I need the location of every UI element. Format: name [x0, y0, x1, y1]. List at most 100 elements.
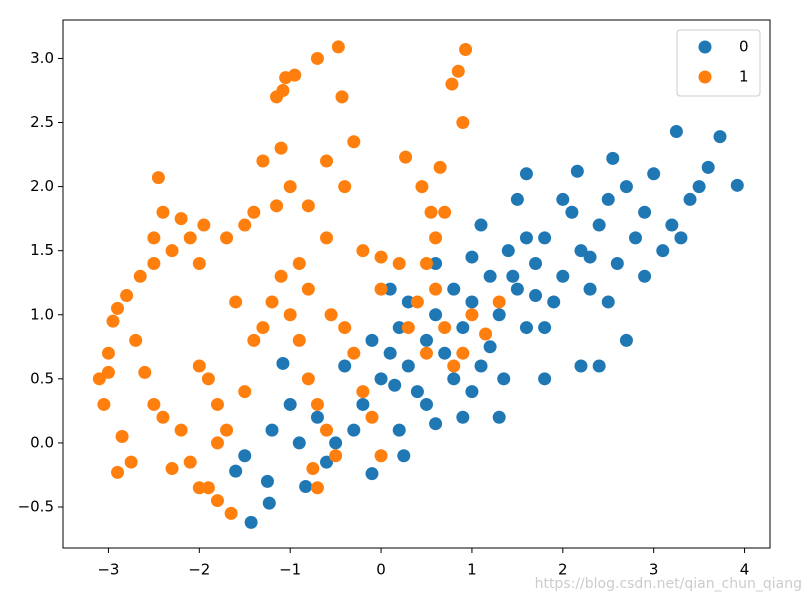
point [338, 321, 352, 335]
plot-frame [62, 19, 771, 549]
point [147, 397, 161, 411]
point [374, 449, 388, 463]
point [320, 455, 334, 469]
y-tick-label: 3.0 [30, 49, 54, 67]
point [492, 295, 506, 309]
point [429, 417, 443, 431]
point [220, 423, 234, 437]
point [433, 160, 447, 174]
point [492, 410, 506, 424]
point [606, 151, 620, 165]
point [306, 462, 320, 476]
point [456, 410, 470, 424]
point [474, 359, 488, 373]
point [174, 212, 188, 226]
point [451, 64, 465, 78]
point [288, 68, 302, 82]
point [456, 346, 470, 360]
y-tick-label: 2.0 [30, 177, 54, 195]
point [270, 90, 284, 104]
point [320, 154, 334, 168]
point [474, 218, 488, 232]
point [610, 256, 624, 270]
y-tick-label: 1.5 [30, 241, 54, 259]
point [106, 314, 120, 328]
point [335, 90, 349, 104]
point [301, 282, 315, 296]
point [519, 231, 533, 245]
point [415, 180, 429, 194]
point [392, 256, 406, 270]
point [165, 244, 179, 258]
point [713, 130, 727, 144]
point [669, 124, 683, 138]
x-tick-label: −2 [188, 561, 210, 579]
point [447, 359, 461, 373]
point [324, 308, 338, 322]
point [347, 135, 361, 149]
point [383, 346, 397, 360]
point [419, 333, 433, 347]
point [388, 378, 402, 392]
point [374, 282, 388, 296]
point [276, 356, 290, 370]
point [419, 397, 433, 411]
point [347, 423, 361, 437]
point [183, 455, 197, 469]
point [438, 346, 452, 360]
point [111, 465, 125, 479]
point [201, 481, 215, 495]
point [374, 250, 388, 264]
point [138, 365, 152, 379]
point [629, 231, 643, 245]
point [115, 430, 129, 444]
legend: 01 [676, 29, 761, 97]
point [429, 282, 443, 296]
point [356, 385, 370, 399]
point [510, 192, 524, 206]
x-tick-label: 4 [740, 561, 750, 579]
point [419, 256, 433, 270]
point [547, 295, 561, 309]
point [392, 423, 406, 437]
point [320, 423, 334, 437]
point [556, 192, 570, 206]
point [331, 40, 345, 54]
point [310, 481, 324, 495]
point [338, 180, 352, 194]
point [292, 256, 306, 270]
point [247, 333, 261, 347]
point [519, 167, 533, 181]
point [151, 171, 165, 185]
point [129, 333, 143, 347]
point [374, 372, 388, 386]
point [397, 449, 411, 463]
point [410, 385, 424, 399]
point [438, 321, 452, 335]
point [192, 359, 206, 373]
point [638, 269, 652, 283]
legend-marker [698, 40, 712, 54]
point [356, 244, 370, 258]
point [465, 385, 479, 399]
point [538, 231, 552, 245]
point [156, 205, 170, 219]
point [244, 515, 258, 529]
point [683, 192, 697, 206]
point [529, 289, 543, 303]
point [274, 141, 288, 155]
point [447, 372, 461, 386]
point [299, 479, 313, 493]
point [583, 250, 597, 264]
point [383, 282, 397, 296]
point [570, 164, 584, 178]
point [538, 372, 552, 386]
point [447, 282, 461, 296]
point [445, 77, 459, 91]
point [401, 359, 415, 373]
point [329, 449, 343, 463]
point [392, 321, 406, 335]
point [120, 289, 134, 303]
point [459, 42, 473, 56]
point [506, 269, 520, 283]
